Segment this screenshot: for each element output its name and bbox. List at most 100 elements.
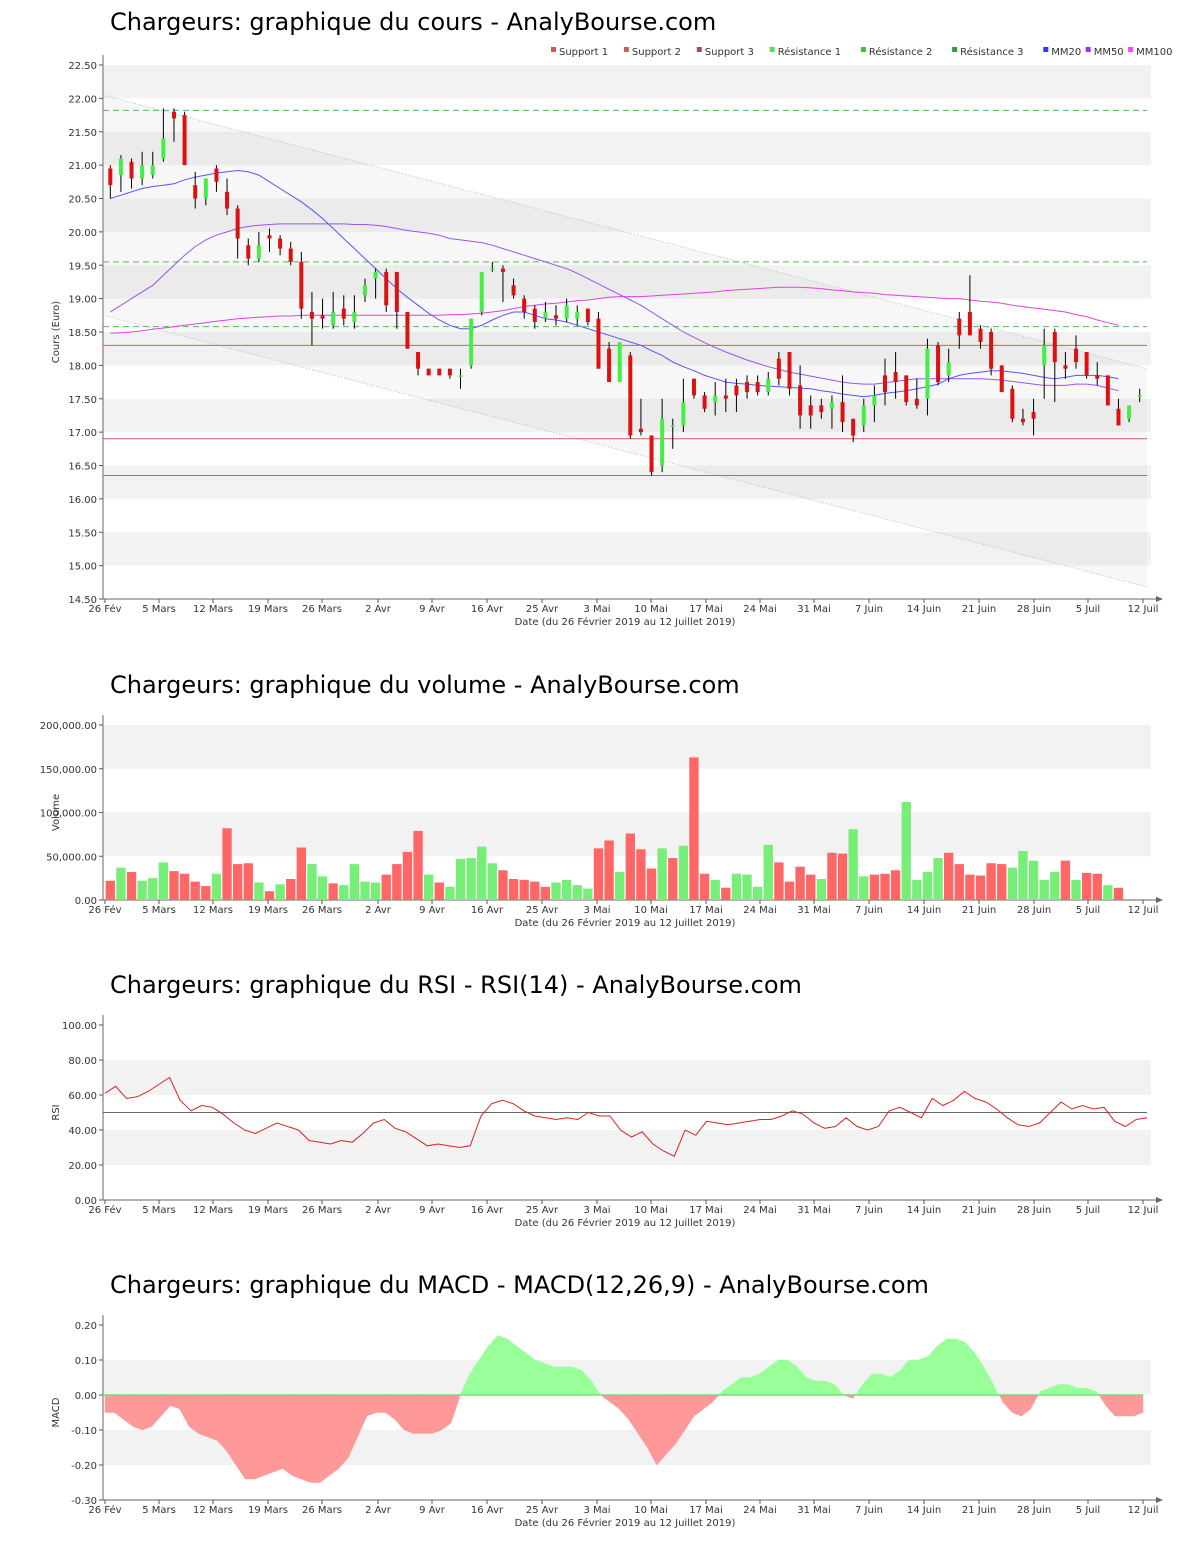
volume-bar xyxy=(477,846,487,900)
grid-band xyxy=(103,465,1151,499)
x-tick-label: 3 Mai xyxy=(583,905,610,916)
macd-negative-area xyxy=(394,1394,405,1431)
volume-bar xyxy=(540,886,551,900)
candle-body xyxy=(373,271,378,279)
legend-swatch xyxy=(1128,47,1134,52)
x-axis-arrow xyxy=(1156,1497,1163,1503)
volume-chart: 0.00 50,000.00 100,000.00 150,000.00 200,000… xyxy=(40,715,1163,929)
volume-bar xyxy=(286,879,296,900)
candle-body xyxy=(405,311,410,349)
volume-bar xyxy=(328,883,338,900)
volume-bar xyxy=(593,848,604,900)
volume-bar xyxy=(530,881,540,900)
x-tick-label: 9 Avr xyxy=(419,1205,446,1216)
candle-body xyxy=(585,308,590,322)
y-tick-label: 20.00 xyxy=(68,1161,97,1172)
volume-bar xyxy=(211,873,222,900)
volume-bar xyxy=(806,874,816,900)
x-tick-label: 5 Mars xyxy=(142,604,176,615)
mm100-line xyxy=(110,286,1119,334)
grid-band xyxy=(103,332,1151,366)
x-tick-label: 17 Mai xyxy=(689,1205,722,1216)
volume-bar xyxy=(1071,879,1081,900)
x-tick-label: 26 Fév xyxy=(88,1204,121,1216)
macd-chart: -0.30 -0.20 -0.10 0.00 0.10 0.20 26 Fév 5 Mars 1… xyxy=(51,1315,1163,1529)
candle-body xyxy=(745,382,750,393)
macd-positive-area xyxy=(740,1377,751,1396)
x-tick-label: 12 Juil xyxy=(1128,604,1159,615)
volume-bar xyxy=(158,862,169,900)
macd-positive-area xyxy=(516,1345,527,1396)
macd-positive-area xyxy=(993,1384,999,1395)
macd-positive-area xyxy=(544,1363,555,1396)
candle-body xyxy=(203,178,208,199)
candle-body xyxy=(331,311,336,326)
x-tick-label: 5 Mars xyxy=(142,1505,176,1516)
macd-negative-area xyxy=(441,1394,452,1431)
macd-negative-area xyxy=(628,1394,639,1435)
volume-bar xyxy=(1028,860,1039,900)
volume-bar xyxy=(179,873,190,900)
volume-bar xyxy=(615,872,625,900)
volume-bar xyxy=(625,833,635,900)
volume-bar xyxy=(752,886,763,900)
volume-bar xyxy=(1007,867,1018,900)
x-tick-label: 16 Avr xyxy=(471,1205,504,1216)
candle-body xyxy=(798,385,803,416)
candle-body xyxy=(1116,408,1121,426)
x-tick-label: 2 Avr xyxy=(365,604,392,615)
macd-positive-area xyxy=(927,1345,938,1396)
macd-negative-area xyxy=(207,1394,218,1441)
candle-body xyxy=(437,368,442,376)
x-tick-label: 28 Juin xyxy=(1017,1505,1051,1516)
macd-negative-area xyxy=(422,1394,433,1434)
x-tick-label: 5 Mars xyxy=(142,1205,176,1216)
volume-bar xyxy=(296,847,306,900)
macd-negative-area xyxy=(1011,1394,1022,1417)
volume-bar xyxy=(498,870,508,900)
volume-bar xyxy=(222,828,232,900)
grid-band xyxy=(103,1130,1151,1165)
candle-body xyxy=(490,268,495,271)
y-tick-label: 0.00 xyxy=(75,896,97,907)
x-tick-label: 7 Juin xyxy=(855,905,883,916)
volume-bar xyxy=(254,882,264,900)
volume-bar xyxy=(572,885,582,900)
y-tick-label: 22.50 xyxy=(68,61,97,72)
candle-body xyxy=(755,382,760,393)
y-axis-label: RSI xyxy=(51,1104,62,1120)
candle-body xyxy=(840,402,845,423)
volume-bar xyxy=(965,874,975,900)
macd-negative-area xyxy=(1133,1394,1144,1417)
macd-positive-area xyxy=(497,1335,508,1396)
candle-body xyxy=(225,191,230,209)
y-tick-label: 22.00 xyxy=(68,94,97,105)
volume-bar xyxy=(1050,872,1060,900)
candle-body xyxy=(341,308,346,319)
candle-body xyxy=(299,261,304,309)
macd-positive-area xyxy=(908,1359,919,1396)
x-tick-label: 5 Juil xyxy=(1076,905,1100,916)
volume-bar xyxy=(370,882,381,900)
grid-band xyxy=(103,65,1151,99)
candle-body xyxy=(140,165,145,179)
candle-body xyxy=(214,168,219,182)
volume-bar xyxy=(763,844,773,900)
volume-bar xyxy=(922,872,933,900)
volume-bar xyxy=(689,757,699,900)
volume-bar xyxy=(997,864,1007,900)
y-tick-label: -0.20 xyxy=(71,1461,97,1472)
y-tick-label: -0.30 xyxy=(71,1496,97,1507)
volume-bar xyxy=(116,867,126,900)
x-axis-label: Date (du 26 Février 2019 au 12 Juillet 2… xyxy=(515,616,736,628)
macd-negative-area xyxy=(1030,1395,1039,1409)
macd-negative-area xyxy=(599,1394,611,1403)
macd-negative-area xyxy=(282,1394,293,1476)
x-tick-label: 25 Avr xyxy=(526,1205,559,1216)
candle-body xyxy=(787,352,792,389)
x-tick-label: 3 Mai xyxy=(583,604,610,615)
volume-bar xyxy=(455,858,466,900)
macd-positive-area xyxy=(525,1352,536,1396)
legend-swatch xyxy=(952,47,958,52)
candle-body xyxy=(543,311,548,319)
